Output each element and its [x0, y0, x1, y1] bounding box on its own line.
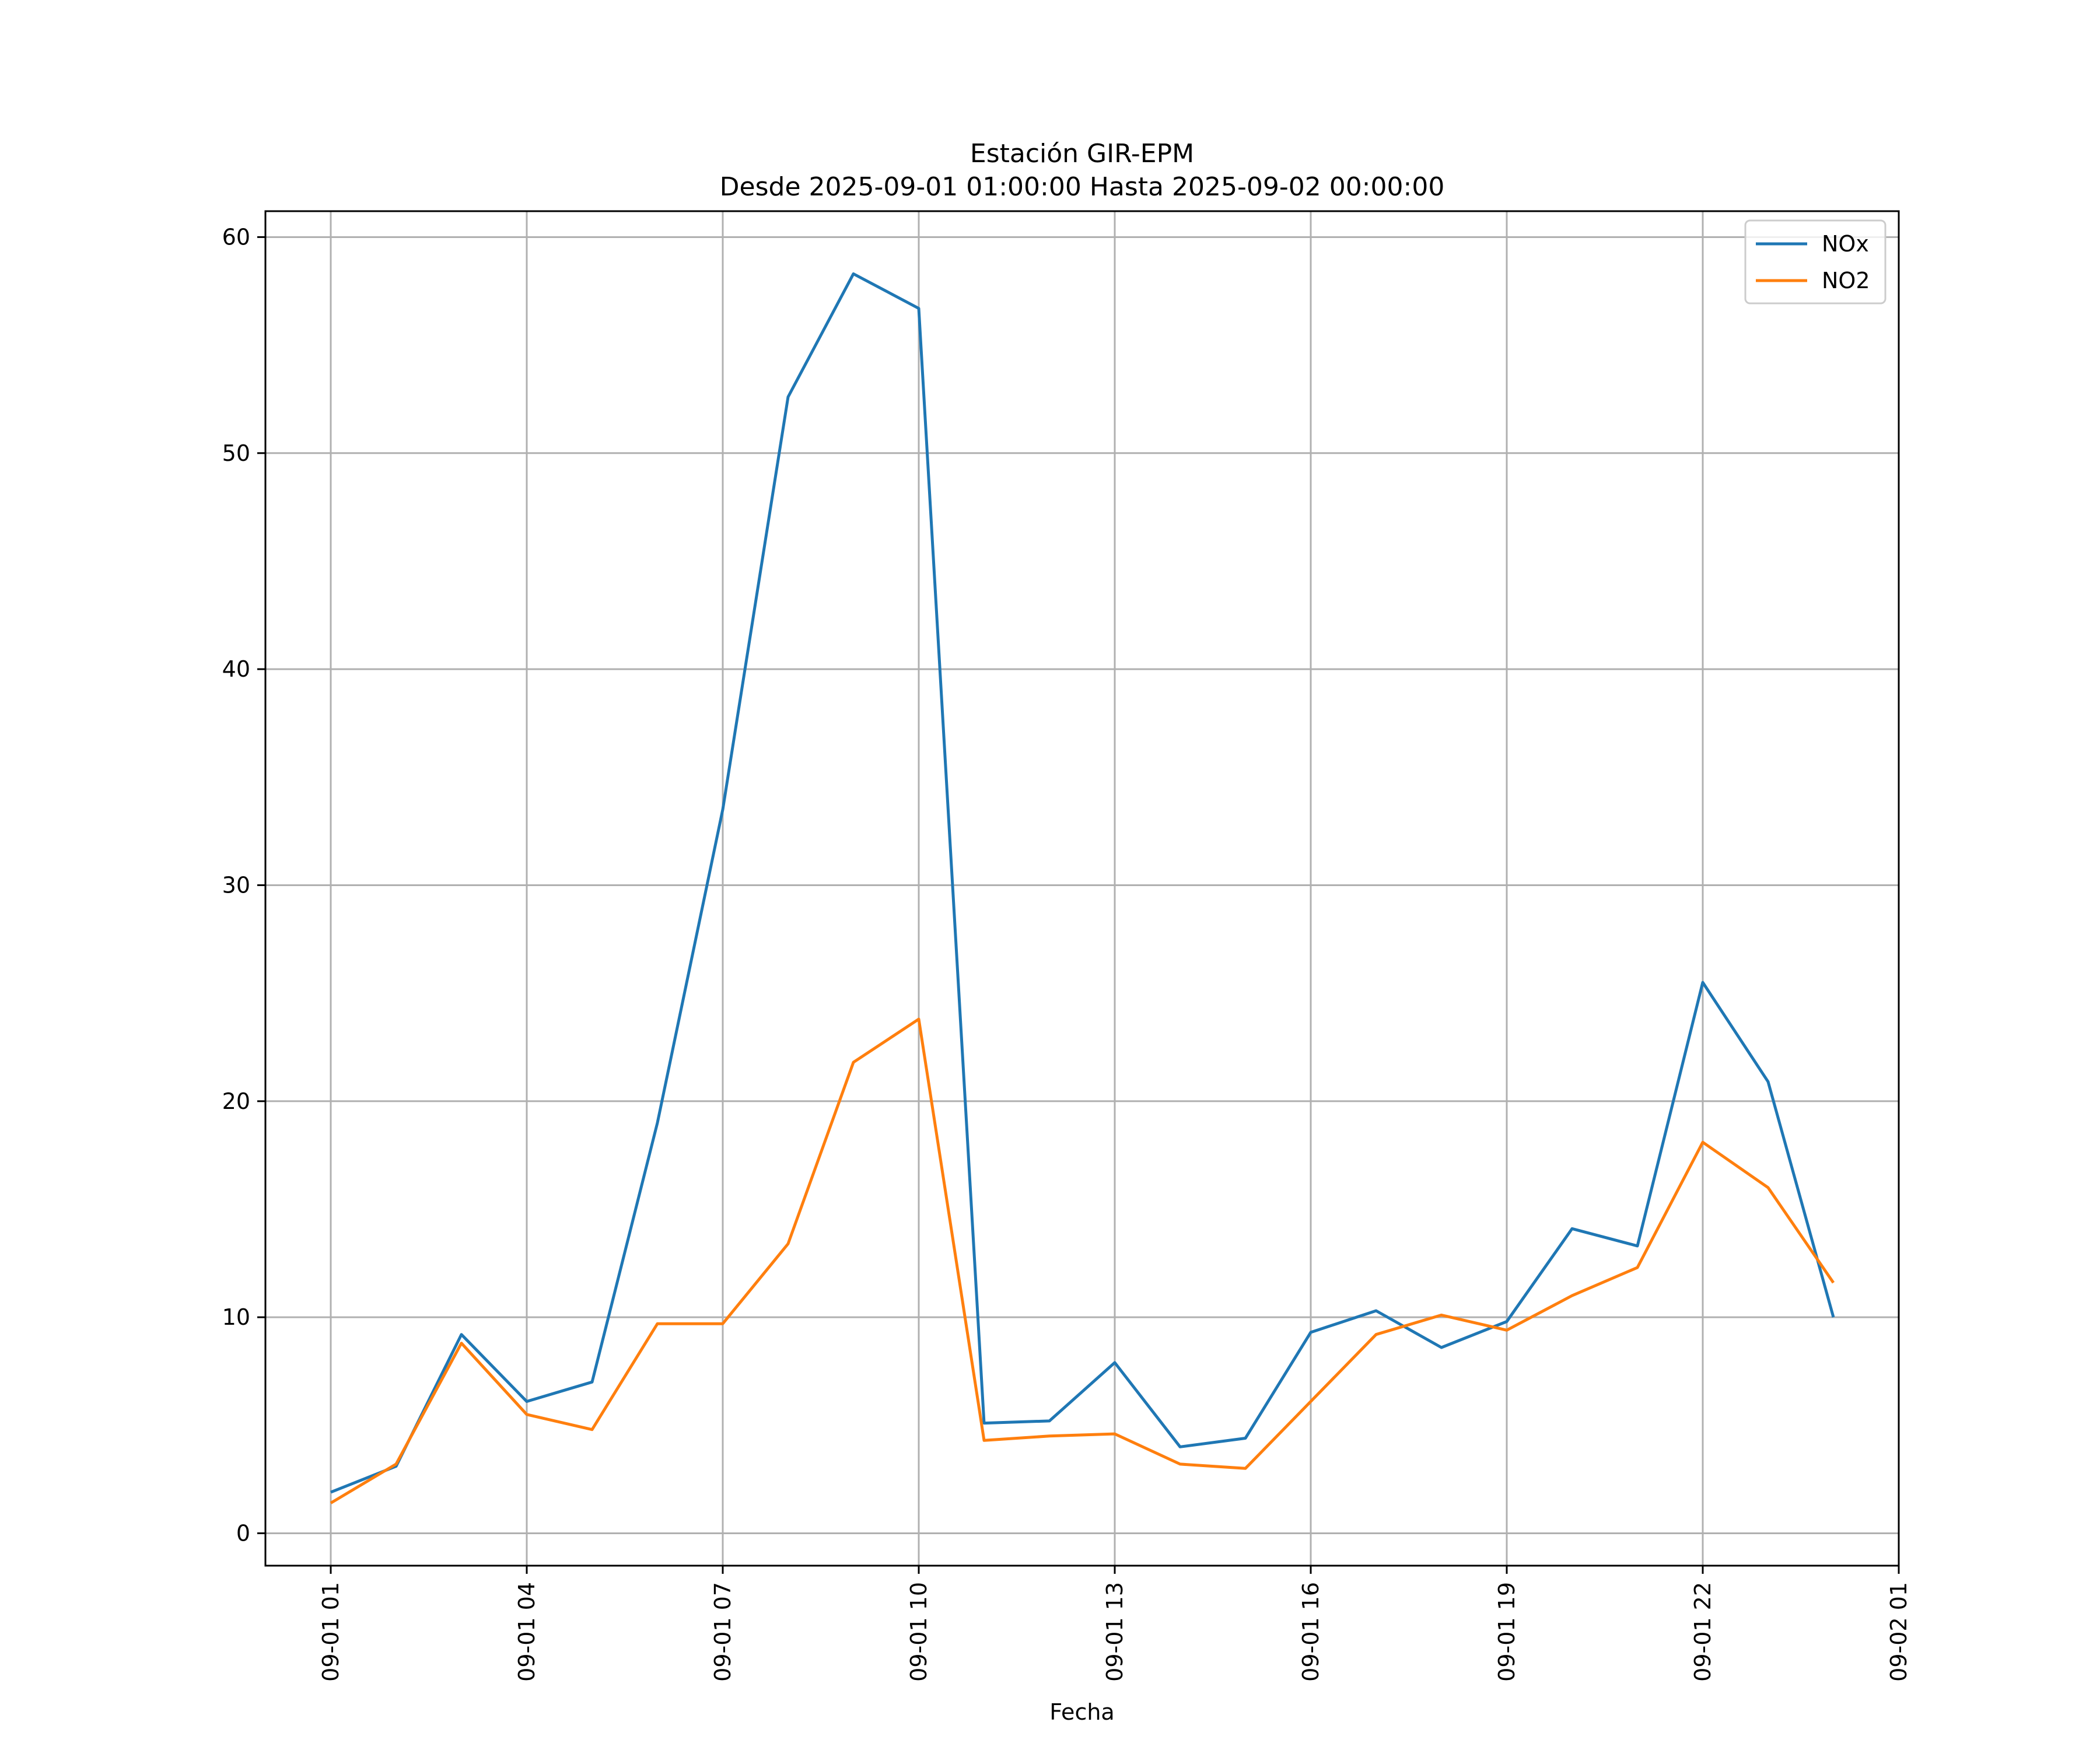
y-tick-label: 10	[222, 1304, 250, 1330]
grid	[265, 211, 1900, 1566]
chart-subtitle: Desde 2025-09-01 01:00:00 Hasta 2025-09-…	[720, 172, 1445, 202]
x-axis: 09-01 01 09-01 04 09-01 07 09-01 10 09-01 13…	[318, 1566, 1912, 1682]
series-line-nox	[330, 272, 1835, 1494]
x-axis-label: Fecha	[1049, 1699, 1114, 1725]
y-tick-label: 20	[222, 1088, 250, 1114]
x-tick-label: 09-01 04	[514, 1582, 540, 1682]
y-tick-label: 40	[222, 656, 250, 682]
series-no2	[330, 1017, 1835, 1504]
chart-title: Estación GIR-EPM	[970, 139, 1194, 169]
plot-area	[330, 272, 1835, 1504]
y-axis: 0 10 20 30 40 50 60	[222, 224, 265, 1546]
legend-label-nox: NOx	[1822, 231, 1869, 257]
legend-box	[1744, 219, 1887, 304]
x-tick-label: 09-02 01	[1886, 1582, 1912, 1682]
x-tick-label: 09-01 19	[1494, 1582, 1520, 1682]
x-tick-label: 09-01 07	[710, 1582, 736, 1682]
x-tick-label: 09-01 13	[1102, 1582, 1128, 1682]
y-tick-label: 0	[236, 1520, 250, 1546]
x-tick-label: 09-01 22	[1690, 1582, 1716, 1682]
legend-label-no2: NO2	[1822, 268, 1870, 293]
series-line-no2	[330, 1017, 1835, 1504]
y-tick-label: 30	[222, 872, 250, 898]
y-tick-label: 50	[222, 440, 250, 466]
axes-frame	[264, 210, 1900, 1567]
x-tick-label: 09-01 16	[1298, 1582, 1324, 1682]
legend: NOx NO2	[1744, 219, 1887, 304]
series-nox	[330, 272, 1835, 1494]
x-tick-label: 09-01 10	[906, 1582, 932, 1682]
y-tick-label: 60	[222, 224, 250, 250]
x-tick-label: 09-01 01	[318, 1582, 344, 1682]
